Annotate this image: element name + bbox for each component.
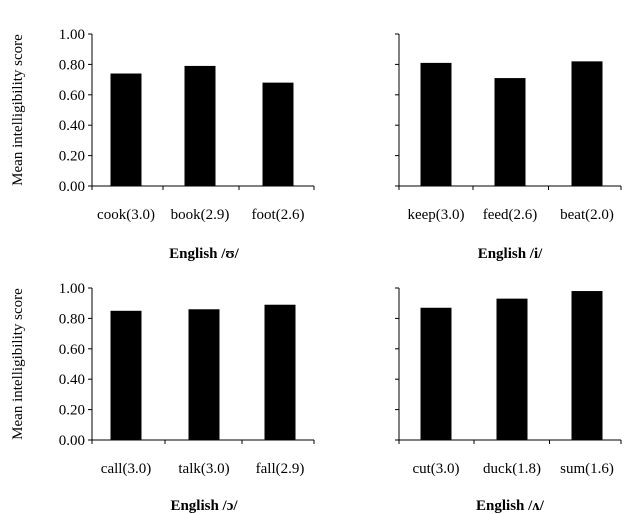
y-tick-label: 0.00	[59, 179, 85, 195]
bar-1	[110, 73, 142, 186]
y-tick-label: 0.40	[59, 118, 85, 134]
category-label: foot(2.6)	[252, 207, 305, 223]
category-label: beat(2.0)	[560, 207, 614, 223]
category-label: fall(2.9)	[256, 461, 305, 477]
category-label: keep(3.0)	[407, 207, 464, 223]
y-tick-label: 0.00	[59, 433, 85, 449]
bar-2	[496, 298, 528, 440]
y-tick-label: 0.80	[59, 57, 85, 73]
category-label: feed(2.6)	[483, 207, 538, 223]
y-tick-label: 0.60	[59, 342, 85, 358]
y-tick-label: 1.00	[59, 281, 85, 297]
bar-1	[110, 310, 142, 440]
category-label: sum(1.6)	[560, 461, 614, 477]
chart-panel-1: 0.00 0.20 0.40 0.60 0.80 1.00 cook(3.0) book(2.…	[10, 27, 315, 262]
bar-3	[571, 61, 603, 186]
y-axis-title: Mean intelligibility score	[10, 288, 26, 440]
category-label: talk(3.0)	[178, 461, 229, 477]
y-tick-label: 0.20	[59, 403, 85, 419]
chart-panel-3: 0.00 0.20 0.40 0.60 0.80 1.00 call(3.0) talk(3.…	[10, 281, 315, 514]
bar-2	[184, 65, 216, 186]
bar-3	[571, 291, 603, 440]
category-label: cut(3.0)	[412, 461, 459, 477]
bar-3	[262, 82, 294, 186]
bar-3	[264, 304, 296, 440]
bar-1	[420, 307, 452, 440]
category-label: cook(3.0)	[97, 207, 155, 223]
chart-panel-2: keep(3.0) feed(2.6) beat(2.0) English /i/	[395, 33, 622, 262]
category-label: duck(1.8)	[483, 461, 541, 477]
bar-2	[494, 78, 526, 186]
category-label: book(2.9)	[171, 207, 230, 223]
y-tick-label: 0.60	[59, 88, 85, 104]
category-label: call(3.0)	[101, 461, 151, 477]
x-axis-title: English /ʌ/	[476, 498, 545, 514]
bar-2	[188, 309, 220, 440]
x-axis-title: English /i/	[478, 246, 543, 262]
y-tick-label: 0.80	[59, 311, 85, 327]
x-axis-title: English /ʊ/	[169, 246, 240, 262]
y-axis-title: Mean intelligibility score	[10, 34, 26, 186]
y-tick-label: 1.00	[59, 27, 85, 43]
bar-1	[420, 62, 452, 186]
x-axis-title: English /ɔ/	[170, 498, 238, 514]
y-tick-label: 0.40	[59, 372, 85, 388]
chart-panel-4: cut(3.0) duck(1.8) sum(1.6) English /ʌ/	[395, 287, 622, 514]
y-tick-label: 0.20	[59, 149, 85, 165]
